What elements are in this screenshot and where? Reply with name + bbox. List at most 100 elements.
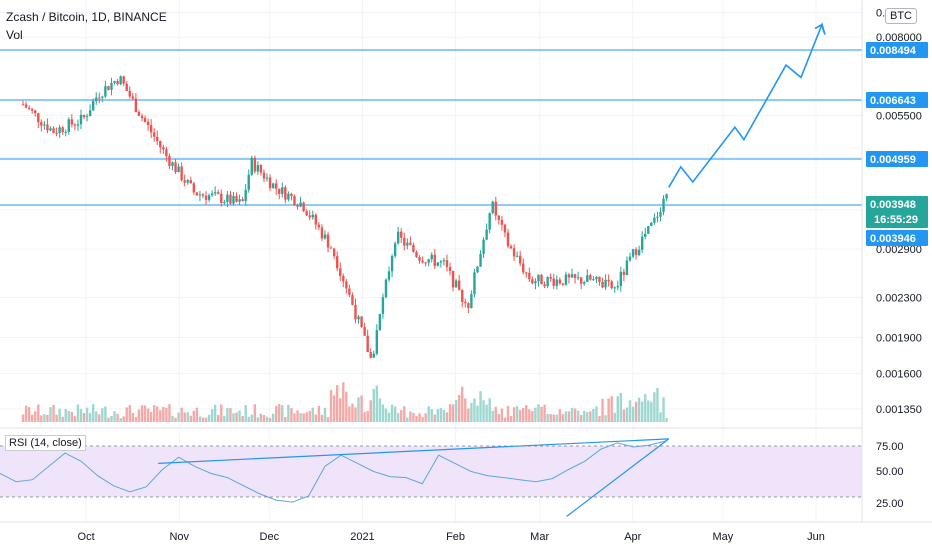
volume-bar [88,412,92,422]
volume-bar [583,410,586,422]
candle-body [30,108,34,111]
candle-body [448,267,452,271]
volume-bar [473,398,476,422]
candle-body [637,249,641,255]
volume-bar [317,405,321,422]
volume-bar [348,406,351,422]
volume-bar [476,405,479,422]
volume-bar [55,414,58,422]
volume-bar [85,407,89,422]
current-price-tag: 0.003948 [870,199,916,211]
candle-body [174,162,177,173]
volume-label[interactable]: Vol [6,28,23,42]
candle-body [49,128,52,131]
volume-bar [299,413,302,422]
volume-bar [128,404,131,422]
currency-badge[interactable]: BTC [885,8,917,24]
candle-body [583,282,586,284]
candle-body [415,251,418,257]
volume-bar [579,414,583,422]
volume-bar [296,410,299,422]
candle-body [293,196,296,206]
candle-body [247,174,250,190]
volume-bar [375,385,379,422]
volume-bar [396,413,400,422]
candle-body [531,279,534,284]
volume-bar [339,398,342,422]
candle-body [238,199,241,202]
volume-bar [595,406,598,422]
candle-body [259,165,263,173]
volume-bar [650,401,653,422]
candle-body [73,124,77,126]
rsi-trendline [566,438,670,517]
volume-bar [644,394,647,422]
candle-body [143,117,147,122]
candle-body [662,198,665,212]
volume-bar [357,397,360,422]
volume-bar [448,404,452,422]
volume-bar [415,415,418,422]
volume-bar [512,407,516,422]
rsi-axis: 75.00 50.00 25.00 [876,441,904,510]
volume-bar [537,404,540,422]
candle-body [601,282,604,288]
volume-bar [400,410,403,422]
volume-bar [482,400,485,422]
volume-bar [345,391,348,422]
level-price-tag-bg [866,92,928,108]
rsi-trendline [158,438,669,464]
chart-grid [0,0,862,522]
price-tick-label: 0.002900 [876,244,922,256]
candle-body [650,222,653,227]
time-tick-label: Mar [530,531,549,543]
candle-body [235,195,238,202]
candle-body [598,276,601,283]
volume-bar [241,416,244,422]
candle-body [256,165,260,172]
symbol-title[interactable]: Zcash / Bitcoin, 1D, BINANCE [6,10,167,24]
volume-bar [168,404,171,422]
volume-bar [576,410,580,422]
candle-body [119,76,122,85]
volume-bar [522,408,525,422]
candle-body [366,335,369,353]
volume-bar [146,408,150,422]
rsi-line [0,440,667,503]
candle-body [461,289,464,302]
candle-body [342,275,345,282]
candle-body [479,253,482,267]
volume-bar [113,411,116,422]
candle-body [250,157,253,175]
volume-bar [610,396,613,422]
price-tick-label: 0.001900 [876,332,922,344]
candle-body [107,86,110,90]
candle-body [332,248,336,257]
candle-body [85,116,89,118]
candle-body [464,301,467,304]
candle-body [131,96,135,99]
volume-bar [540,406,543,422]
time-tick-label: Feb [446,531,465,543]
volume-bar [467,408,470,422]
candle-body [290,193,293,197]
candle-body [567,274,571,278]
volume-bar [262,414,266,422]
volume-bar [290,408,293,422]
candle-body [473,272,476,295]
volume-bar [311,407,314,422]
candle-body [165,149,168,157]
volume-bar [653,392,656,422]
candle-body [457,280,461,290]
candle-body [647,226,650,234]
volume-bar [552,414,555,422]
rsi-indicator-label[interactable]: RSI (14, close) [5,435,86,451]
volume-bar [302,413,305,422]
volume-bar [186,412,189,422]
volume-bar [76,404,80,422]
candle-body [61,127,64,133]
candle-body [137,111,141,116]
price-tick-label: 0.001600 [876,368,922,380]
candle-body [555,279,558,286]
